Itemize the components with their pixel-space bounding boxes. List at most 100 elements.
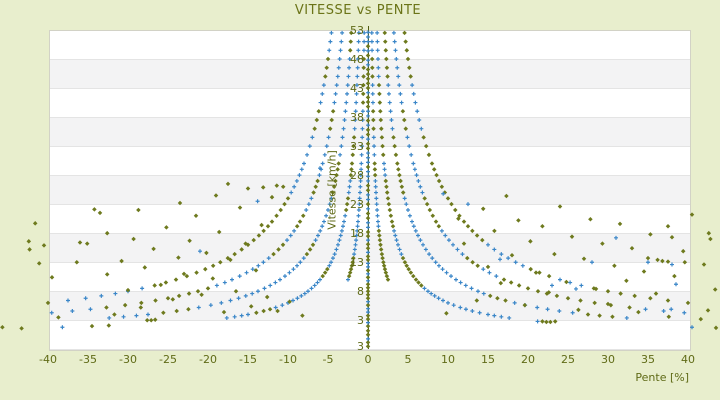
data-point xyxy=(360,109,365,114)
data-point xyxy=(376,65,381,70)
data-point xyxy=(397,172,402,178)
data-point xyxy=(177,200,183,206)
data-point xyxy=(356,30,361,35)
data-point xyxy=(391,135,396,140)
data-point xyxy=(365,275,371,280)
data-point xyxy=(646,260,650,265)
data-point xyxy=(316,109,322,114)
data-point xyxy=(327,126,333,131)
data-point xyxy=(142,265,148,270)
data-point xyxy=(382,167,387,172)
data-point xyxy=(377,237,383,243)
data-point xyxy=(426,152,432,158)
data-point xyxy=(343,213,348,218)
x-tick-label: -5 xyxy=(322,353,334,366)
data-point xyxy=(104,230,110,236)
data-point xyxy=(292,228,297,233)
data-point xyxy=(569,234,575,239)
data-point xyxy=(369,30,374,35)
data-point xyxy=(327,202,332,207)
data-point xyxy=(698,316,704,322)
data-point xyxy=(41,243,47,248)
data-point xyxy=(292,184,297,189)
data-point xyxy=(89,323,95,329)
data-point xyxy=(144,318,150,323)
data-point xyxy=(273,305,278,310)
y-tick-label: 3 xyxy=(357,313,364,327)
data-point xyxy=(259,222,264,228)
data-point xyxy=(366,225,370,230)
data-point xyxy=(265,223,271,229)
data-point xyxy=(317,173,322,178)
data-point xyxy=(218,259,223,265)
data-point xyxy=(366,34,370,39)
data-point xyxy=(485,264,491,270)
data-point xyxy=(287,270,292,275)
data-point xyxy=(648,232,653,237)
data-point xyxy=(300,213,306,219)
data-point xyxy=(645,255,651,261)
data-point xyxy=(410,83,415,88)
data-point xyxy=(422,196,427,201)
data-point xyxy=(470,228,475,234)
data-point xyxy=(158,282,164,288)
data-point xyxy=(348,172,354,178)
data-point xyxy=(326,135,331,140)
data-point xyxy=(314,117,320,123)
data-point xyxy=(299,293,304,298)
data-point xyxy=(295,296,300,301)
data-point xyxy=(196,305,201,310)
data-point xyxy=(554,293,560,299)
data-point xyxy=(422,286,427,291)
data-point xyxy=(370,100,375,105)
x-tick-label: -25 xyxy=(159,353,177,366)
data-point xyxy=(627,305,632,310)
data-point xyxy=(83,296,88,301)
data-point xyxy=(318,100,323,105)
data-point xyxy=(399,184,405,190)
data-point xyxy=(418,184,423,189)
data-point xyxy=(384,273,390,279)
data-point xyxy=(322,152,327,157)
data-point xyxy=(366,109,370,114)
data-point xyxy=(198,249,202,254)
data-point xyxy=(366,206,370,211)
data-point xyxy=(239,247,244,252)
data-point xyxy=(237,205,243,210)
data-point xyxy=(374,196,379,201)
data-point xyxy=(336,65,341,70)
data-point xyxy=(360,126,365,131)
data-point xyxy=(311,190,316,195)
data-point xyxy=(366,174,370,179)
data-point xyxy=(273,280,278,285)
data-point xyxy=(304,251,310,257)
data-point xyxy=(375,30,380,35)
data-point xyxy=(535,288,541,294)
data-point xyxy=(336,161,341,166)
data-point xyxy=(348,266,354,272)
data-point xyxy=(365,67,371,72)
data-point xyxy=(444,311,449,316)
data-point xyxy=(70,308,75,313)
data-point xyxy=(393,152,399,158)
data-point xyxy=(161,310,166,315)
data-point xyxy=(426,289,430,294)
data-point xyxy=(104,305,109,310)
data-point xyxy=(340,135,345,140)
data-point xyxy=(506,256,511,261)
data-point xyxy=(407,213,412,218)
data-point xyxy=(406,266,411,272)
data-point xyxy=(365,81,371,86)
zero-slope-axis-line xyxy=(368,26,369,349)
data-point xyxy=(320,91,325,96)
data-point xyxy=(186,291,192,296)
data-point xyxy=(347,65,352,70)
data-point xyxy=(349,161,355,166)
data-point xyxy=(370,83,375,88)
data-point xyxy=(393,233,398,238)
data-point xyxy=(0,324,5,330)
data-point xyxy=(513,260,518,265)
data-point xyxy=(618,291,623,296)
data-point xyxy=(365,316,371,322)
data-point xyxy=(420,190,425,195)
